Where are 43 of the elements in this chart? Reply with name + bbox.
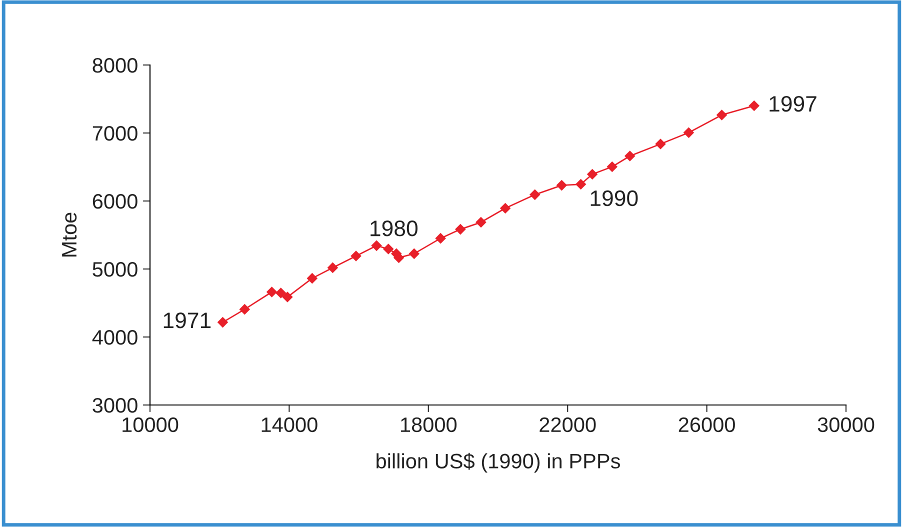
point [371, 240, 382, 251]
x-tick-label: 18000 [401, 417, 457, 432]
x-axis-title: billion US$ (1990) in PPPs [376, 452, 620, 473]
point [266, 286, 277, 298]
point [607, 162, 618, 172]
point [240, 304, 250, 314]
point [587, 169, 598, 180]
x-tick-label: 30000 [818, 417, 874, 432]
y-tick-label: 4000 [92, 330, 138, 345]
annotation: 1990 [590, 190, 638, 206]
x-tick-label: 14000 [262, 417, 318, 432]
point [476, 217, 486, 228]
point [383, 244, 394, 254]
y-tick-label: 3000 [92, 398, 138, 413]
annotation: 1980 [370, 220, 418, 236]
point [530, 190, 540, 200]
point [716, 110, 727, 120]
x-tick-label: 22000 [540, 417, 596, 432]
point [328, 262, 338, 273]
point [218, 317, 228, 328]
point [556, 180, 567, 190]
point [409, 248, 420, 259]
point [624, 150, 636, 162]
x-tick-label: 10000 [122, 417, 178, 432]
y-tick-label: 7000 [92, 126, 138, 141]
y-tick-label: 8000 [92, 58, 138, 73]
point [282, 292, 293, 302]
point [455, 224, 466, 234]
point [576, 179, 586, 190]
point [276, 288, 286, 298]
y-tick-label: 6000 [92, 194, 138, 209]
point [500, 203, 510, 214]
y-tick-label: 5000 [92, 262, 138, 277]
annotation: 1971 [164, 312, 211, 328]
annotation: 1997 [770, 96, 816, 112]
point [655, 138, 666, 150]
point [307, 273, 318, 284]
point [435, 233, 446, 244]
point [684, 128, 694, 138]
x-tick-label: 26000 [678, 417, 735, 432]
point [350, 250, 362, 262]
point [749, 100, 760, 111]
y-axis-title: Mtoe [62, 212, 77, 256]
